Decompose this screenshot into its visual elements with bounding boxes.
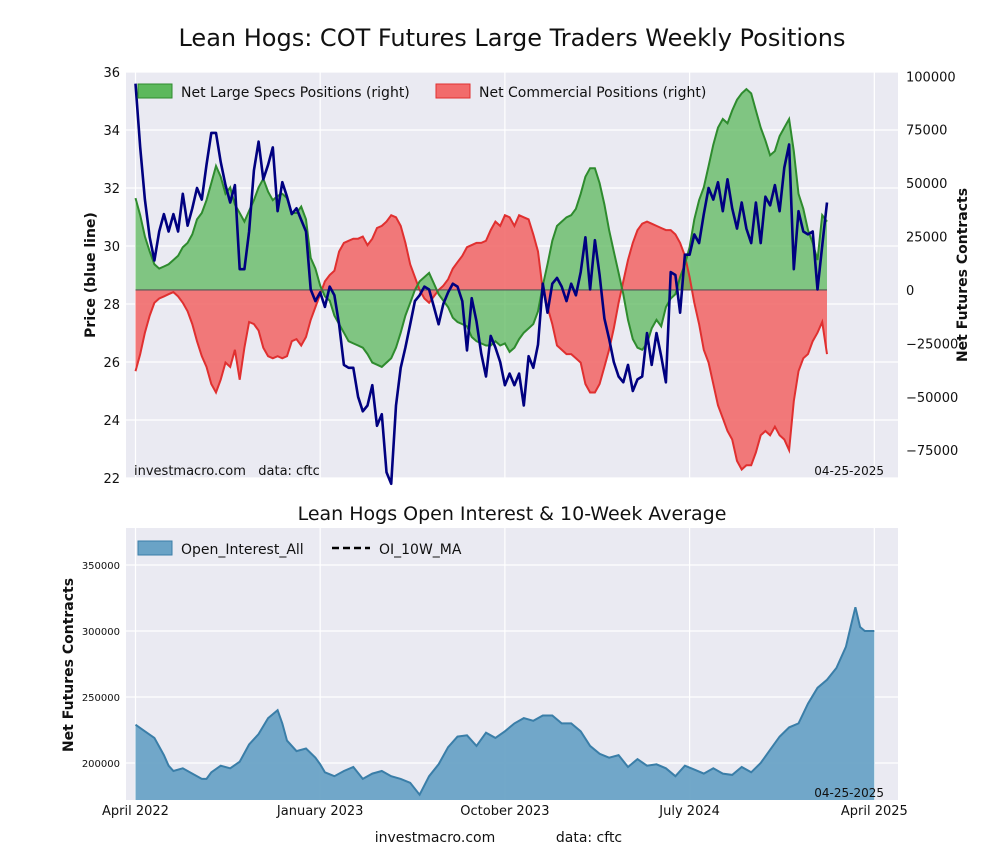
top-ytick-label: 34 xyxy=(103,124,120,139)
top-lines xyxy=(134,83,829,486)
legend-label-specs: Net Large Specs Positions (right) xyxy=(181,85,410,101)
bottom-ytick-label: 200000 xyxy=(82,759,120,770)
xtick-label: April 2022 xyxy=(102,804,169,819)
top-annotation-date: 04-25-2025 xyxy=(814,464,884,478)
bottom-fills xyxy=(135,607,875,800)
top-legend: Net Large Specs Positions (right) Net Co… xyxy=(137,83,706,101)
top-y2tick-label: 50000 xyxy=(906,177,947,192)
bottom-lines xyxy=(134,606,875,797)
bottom-ytick-label: 250000 xyxy=(82,693,120,704)
top-y2tick-label: −50000 xyxy=(906,391,958,406)
footer-site: investmacro.com xyxy=(375,830,495,846)
legend-swatch-open-interest xyxy=(137,540,173,556)
top-fills xyxy=(135,89,827,470)
top-y2tick-label: 0 xyxy=(906,284,914,299)
bottom-ytick-label: 300000 xyxy=(82,627,120,638)
legend-swatch-specs xyxy=(137,83,173,99)
top-ylabel: Price (blue line) xyxy=(83,212,99,338)
legend-swatch-commercial xyxy=(435,83,471,99)
commercial-line xyxy=(134,213,828,472)
legend-label-open-interest: Open_Interest_All xyxy=(181,542,304,558)
price-line xyxy=(134,83,829,486)
specs-area xyxy=(135,89,827,367)
open-interest-line xyxy=(134,606,875,797)
xtick-label: October 2023 xyxy=(460,804,549,819)
top-y2tick-label: 75000 xyxy=(906,124,947,139)
open-interest-area xyxy=(135,607,875,800)
top-y2tick-label: 25000 xyxy=(906,231,947,246)
top-y2tick-label: −75000 xyxy=(906,444,958,459)
top-y2tick-label: −25000 xyxy=(906,337,958,352)
top-ytick-label: 30 xyxy=(103,240,120,255)
top-y2label: Net Futures Contracts xyxy=(955,188,971,362)
bottom-ytick-label: 350000 xyxy=(82,561,120,572)
legend-label-ma: OI_10W_MA xyxy=(379,542,462,558)
commercial-area xyxy=(135,215,827,470)
bottom-annotation-date: 04-25-2025 xyxy=(814,786,884,800)
top-ytick-label: 22 xyxy=(103,472,120,487)
top-ytick-label: 26 xyxy=(103,356,120,371)
top-axes: 22 24 26 28 30 32 34 36 −75000 −50000 −25000 0 25000… xyxy=(103,66,958,487)
xtick-label: January 2023 xyxy=(276,804,364,819)
top-ytick-label: 28 xyxy=(103,298,120,313)
top-y2tick-label: 100000 xyxy=(906,70,956,85)
bottom-legend: Open_Interest_All OI_10W_MA xyxy=(137,540,462,558)
top-ytick-label: 32 xyxy=(103,182,120,197)
main-title: Lean Hogs: COT Futures Large Traders Wee… xyxy=(178,24,845,52)
top-ytick-label: 36 xyxy=(103,66,120,81)
top-annotation-left: investmacro.com data: cftc xyxy=(134,464,320,479)
bottom-axes: April 2022 January 2023 October 2023 July 2… xyxy=(82,561,908,819)
legend-label-commercial: Net Commercial Positions (right) xyxy=(479,85,706,101)
xtick-label: April 2025 xyxy=(841,804,908,819)
top-ytick-label: 24 xyxy=(103,414,120,429)
subplot-title: Lean Hogs Open Interest & 10-Week Averag… xyxy=(298,503,727,525)
footer-source: data: cftc xyxy=(556,830,622,846)
bottom-ylabel: Net Futures Contracts xyxy=(61,578,77,752)
xtick-label: July 2024 xyxy=(658,804,720,819)
